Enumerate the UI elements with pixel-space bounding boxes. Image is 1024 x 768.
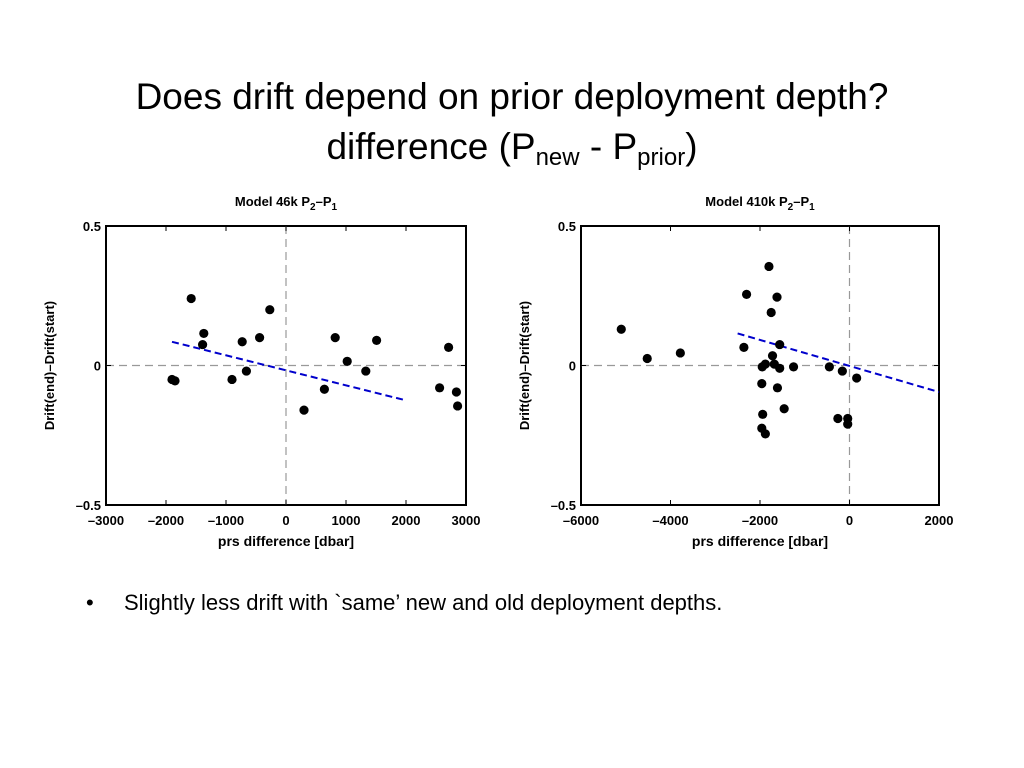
chart2-data-point [739, 342, 749, 352]
chart2-y-tick-label: –0.5 [551, 498, 576, 513]
chart2-x-tick-label: –2000 [742, 513, 778, 528]
chart1-x-tick-label: –3000 [88, 513, 124, 528]
chart1-data-point [453, 401, 463, 411]
chart1-x-tick-label: 1000 [332, 513, 361, 528]
chart1-x-tick-label: 3000 [452, 513, 481, 528]
title-subscript-prior: prior [637, 144, 686, 171]
chart2-data-point [843, 419, 853, 429]
title-line-2-prefix: difference (P [326, 126, 536, 167]
chart2-chart-title: Model 410k P2–P1 [705, 194, 815, 213]
chart2-y-tick-label: 0.5 [558, 219, 576, 234]
chart1-data-point [361, 366, 371, 376]
chart2-fit-line [737, 332, 940, 393]
chart2-data-point [675, 348, 685, 358]
chart1-data-point [227, 374, 237, 385]
chart2-chart-title-part: –P [793, 194, 809, 209]
title-line-2-mid: - P [579, 126, 638, 167]
chart2-data-point [775, 363, 785, 373]
chart2-y-tick-label: 0 [569, 359, 576, 374]
title-line-2: difference (Pnew - Pprior) [0, 122, 1024, 172]
chart1-x-tick-label: 2000 [392, 513, 421, 528]
chart2-chart-title-part: 2 [788, 202, 794, 213]
chart2-data-point [772, 383, 783, 393]
chart2-data-point [833, 413, 843, 424]
chart1-x-axis-label: prs difference [dbar] [218, 533, 354, 549]
chart1-y-tick-label: –0.5 [76, 498, 101, 513]
chart1-data-point [186, 293, 196, 304]
title-line-1: Does drift depend on prior deployment de… [135, 76, 889, 117]
bullet-text: Slightly less drift with `same’ new and … [124, 590, 723, 615]
chart1-y-axis-label: Drift(end)–Drift(start) [42, 301, 57, 430]
chart2-data-point [852, 373, 862, 383]
chart2-data-point [837, 366, 847, 376]
chart2-y-axis-label: Drift(end)–Drift(start) [517, 301, 532, 430]
chart1-data-point [299, 405, 309, 415]
chart1-chart-title-part: 2 [310, 202, 316, 213]
chart1-data-point [444, 342, 454, 352]
chart2-x-tick-label: 0 [846, 513, 853, 528]
chart1-data-point [255, 333, 265, 343]
chart2-data-point [741, 289, 752, 299]
chart2-data-point [758, 409, 768, 419]
bullet-marker: • [86, 590, 94, 615]
chart1-data-point [330, 333, 340, 343]
chart2-data-point [772, 292, 782, 302]
chart2-x-tick-label: 2000 [925, 513, 954, 528]
chart1-chart-title-part: –P [316, 194, 332, 209]
chart1-data-point [241, 366, 251, 376]
chart2-data-point [760, 359, 770, 369]
chart2-data-point [779, 404, 789, 414]
chart1-data-point [319, 384, 329, 394]
chart1-y-tick-label: 0.5 [83, 219, 101, 234]
chart2-data-point [766, 307, 776, 318]
chart1-x-tick-label: –2000 [148, 513, 184, 528]
chart1-data-point [198, 339, 208, 350]
chart2-x-axis-label: prs difference [dbar] [692, 533, 828, 549]
chart2-data-point [767, 351, 778, 361]
bullet-list: • Slightly less drift with `same’ new and… [86, 590, 986, 616]
chart1-data-point [342, 356, 352, 366]
chart2-data-point [616, 324, 626, 334]
chart1-data-point [435, 383, 445, 393]
chart1-chart-title: Model 46k P2–P1 [235, 194, 338, 213]
chart1-chart-title-part: 1 [332, 202, 338, 213]
chart2-x-tick-label: –6000 [563, 513, 599, 528]
title-subscript-new: new [535, 144, 580, 171]
chart1-chart-title-part: Model 46k P [235, 194, 310, 209]
chart1-x-tick-label: –1000 [208, 513, 244, 528]
chart1-fit-line [171, 340, 407, 402]
chart2-data-point [760, 429, 770, 439]
chart1-data-point [170, 376, 180, 386]
chart1-data-point [199, 328, 209, 339]
chart2-x-tick-label: –4000 [652, 513, 688, 528]
chart2-chart-title-part: Model 410k P [705, 194, 788, 209]
chart1-data-point [237, 337, 247, 347]
chart2-data-point [642, 353, 652, 364]
chart1-data-point [265, 305, 275, 315]
chart1-data-point [372, 335, 382, 345]
chart1-x-tick-label: 0 [282, 513, 289, 528]
chart1-data-point [451, 387, 461, 397]
chart2-data-point [824, 362, 834, 372]
chart2-data-point [788, 362, 799, 372]
chart1-y-tick-label: 0 [94, 359, 101, 374]
slide-title: Does drift depend on prior deployment de… [0, 72, 1024, 172]
chart2-data-point [764, 261, 774, 272]
chart2-data-point [757, 379, 767, 389]
chart2-chart-title-part: 1 [809, 202, 815, 213]
chart2-data-point [775, 339, 785, 350]
title-line-2-suffix: ) [685, 126, 698, 167]
